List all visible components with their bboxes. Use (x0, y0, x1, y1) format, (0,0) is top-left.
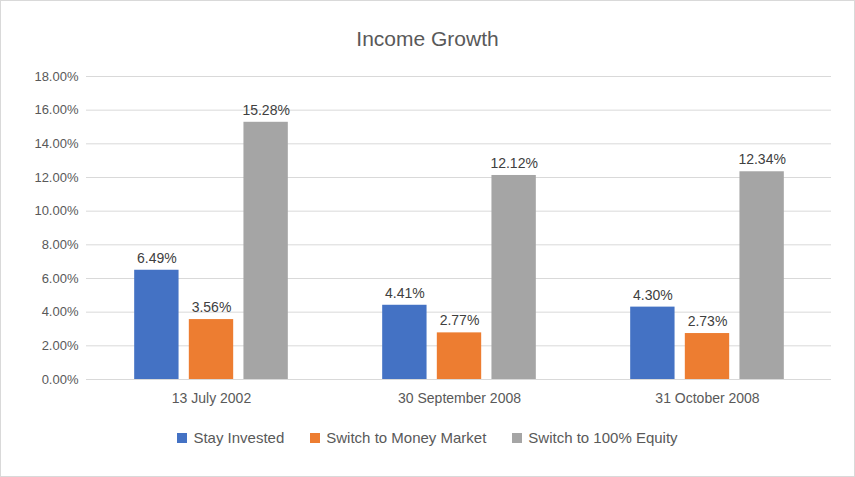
svg-text:15.28%: 15.28% (242, 102, 289, 118)
svg-text:10.00%: 10.00% (34, 203, 79, 218)
svg-text:6.00%: 6.00% (42, 271, 79, 286)
html-text:Switch to 100% Equity: Switch to 100% Equity (528, 429, 678, 446)
svg-text:12.34%: 12.34% (738, 151, 785, 167)
svg-text:12.00%: 12.00% (34, 170, 79, 185)
html-text:Income Growth: Income Growth (356, 27, 499, 50)
svg-text:18.00%: 18.00% (34, 69, 79, 84)
svg-text:8.00%: 8.00% (42, 237, 79, 252)
svg-text:4.00%: 4.00% (42, 304, 79, 319)
html-text:Switch to Money Market: Switch to Money Market (326, 429, 487, 446)
svg-text:2.73%: 2.73% (688, 313, 728, 329)
svg-text:2.00%: 2.00% (42, 338, 79, 353)
svg-text:14.00%: 14.00% (34, 136, 79, 151)
svg-text:12.12%: 12.12% (490, 155, 537, 171)
svg-text:6.49%: 6.49% (137, 250, 177, 266)
svg-text:4.30%: 4.30% (633, 287, 673, 303)
svg-text:4.41%: 4.41% (385, 285, 425, 301)
svg-text:16.00%: 16.00% (34, 102, 79, 117)
html-text:Stay Invested: Stay Invested (193, 429, 285, 446)
svg-text:13 July 2002: 13 July 2002 (172, 390, 252, 406)
svg-text:0.00%: 0.00% (42, 372, 79, 387)
svg-text:31 October 2008: 31 October 2008 (655, 390, 760, 406)
svg-text:2.77%: 2.77% (440, 312, 480, 328)
svg-text:30 September 2008: 30 September 2008 (398, 390, 521, 406)
svg-text:3.56%: 3.56% (192, 299, 232, 315)
